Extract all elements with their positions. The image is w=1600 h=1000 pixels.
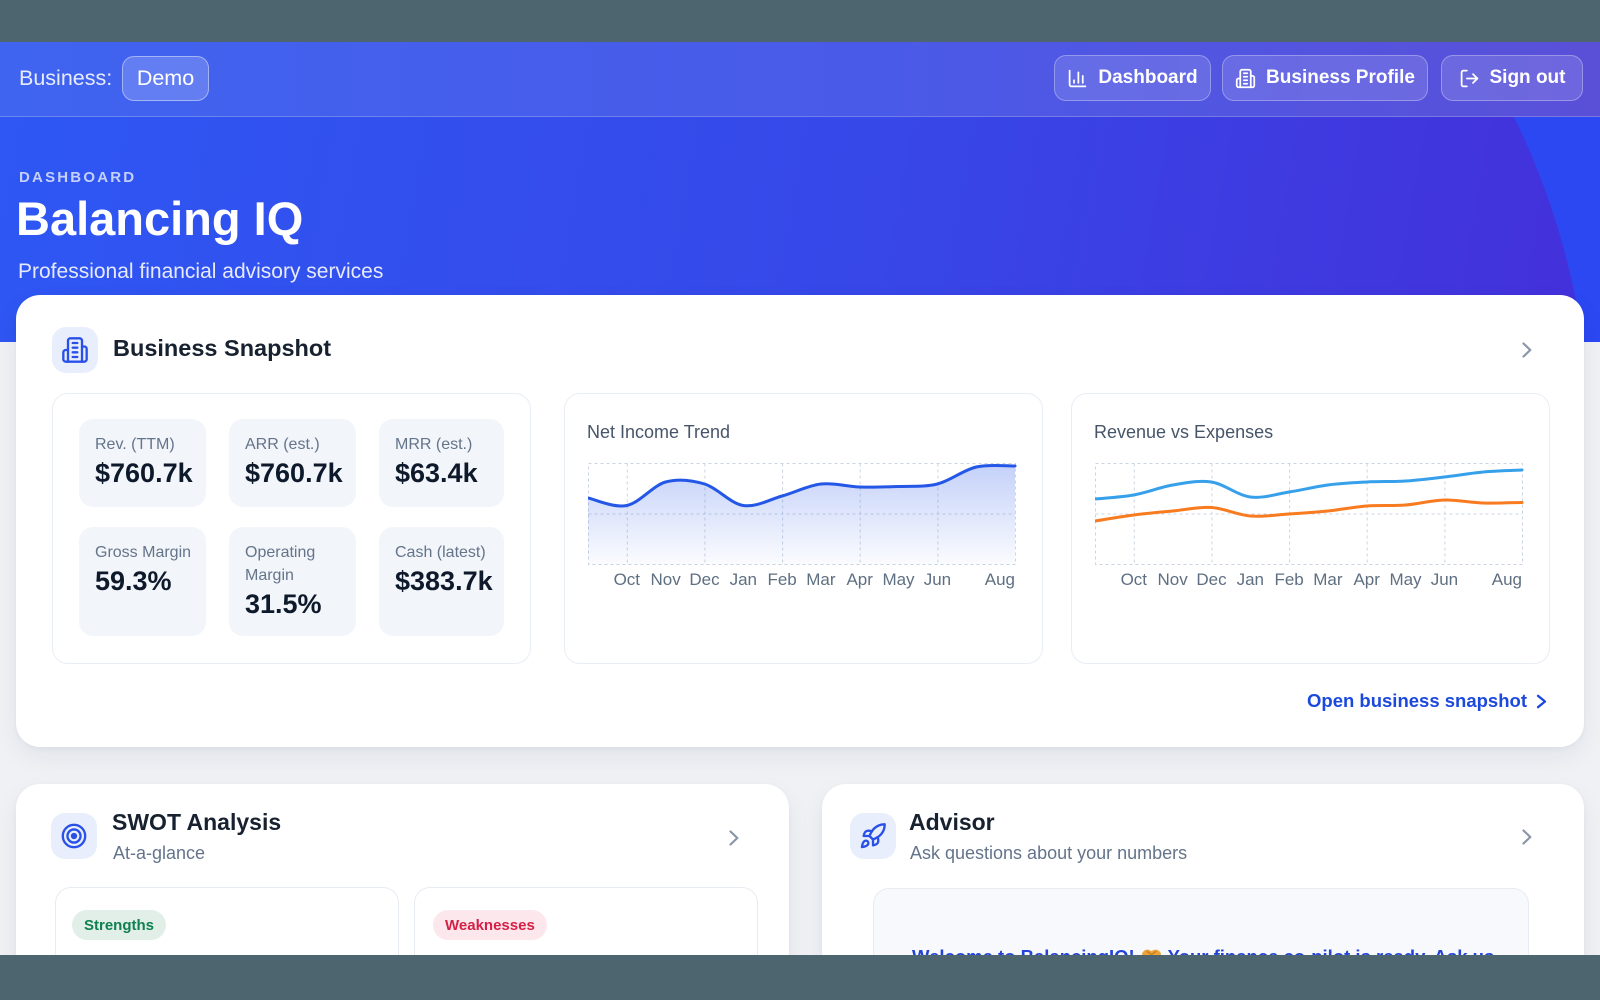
svg-text:Jun: Jun xyxy=(1431,570,1458,589)
svg-text:Oct: Oct xyxy=(614,570,641,589)
svg-text:Jun: Jun xyxy=(924,570,951,589)
svg-text:Nov: Nov xyxy=(1157,570,1188,589)
svg-text:Dec: Dec xyxy=(1196,570,1227,589)
svg-text:Feb: Feb xyxy=(767,570,796,589)
svg-text:Dec: Dec xyxy=(689,570,720,589)
svg-text:Apr: Apr xyxy=(846,570,873,589)
svg-text:Oct: Oct xyxy=(1121,570,1148,589)
svg-text:May: May xyxy=(1389,570,1422,589)
svg-text:Mar: Mar xyxy=(1313,570,1343,589)
svg-text:Jan: Jan xyxy=(1237,570,1264,589)
svg-text:May: May xyxy=(882,570,915,589)
svg-text:Jan: Jan xyxy=(730,570,757,589)
svg-text:Mar: Mar xyxy=(806,570,836,589)
svg-text:Nov: Nov xyxy=(650,570,681,589)
svg-text:Feb: Feb xyxy=(1274,570,1303,589)
svg-text:Aug: Aug xyxy=(985,570,1015,589)
svg-text:Aug: Aug xyxy=(1492,570,1522,589)
svg-text:Apr: Apr xyxy=(1353,570,1380,589)
